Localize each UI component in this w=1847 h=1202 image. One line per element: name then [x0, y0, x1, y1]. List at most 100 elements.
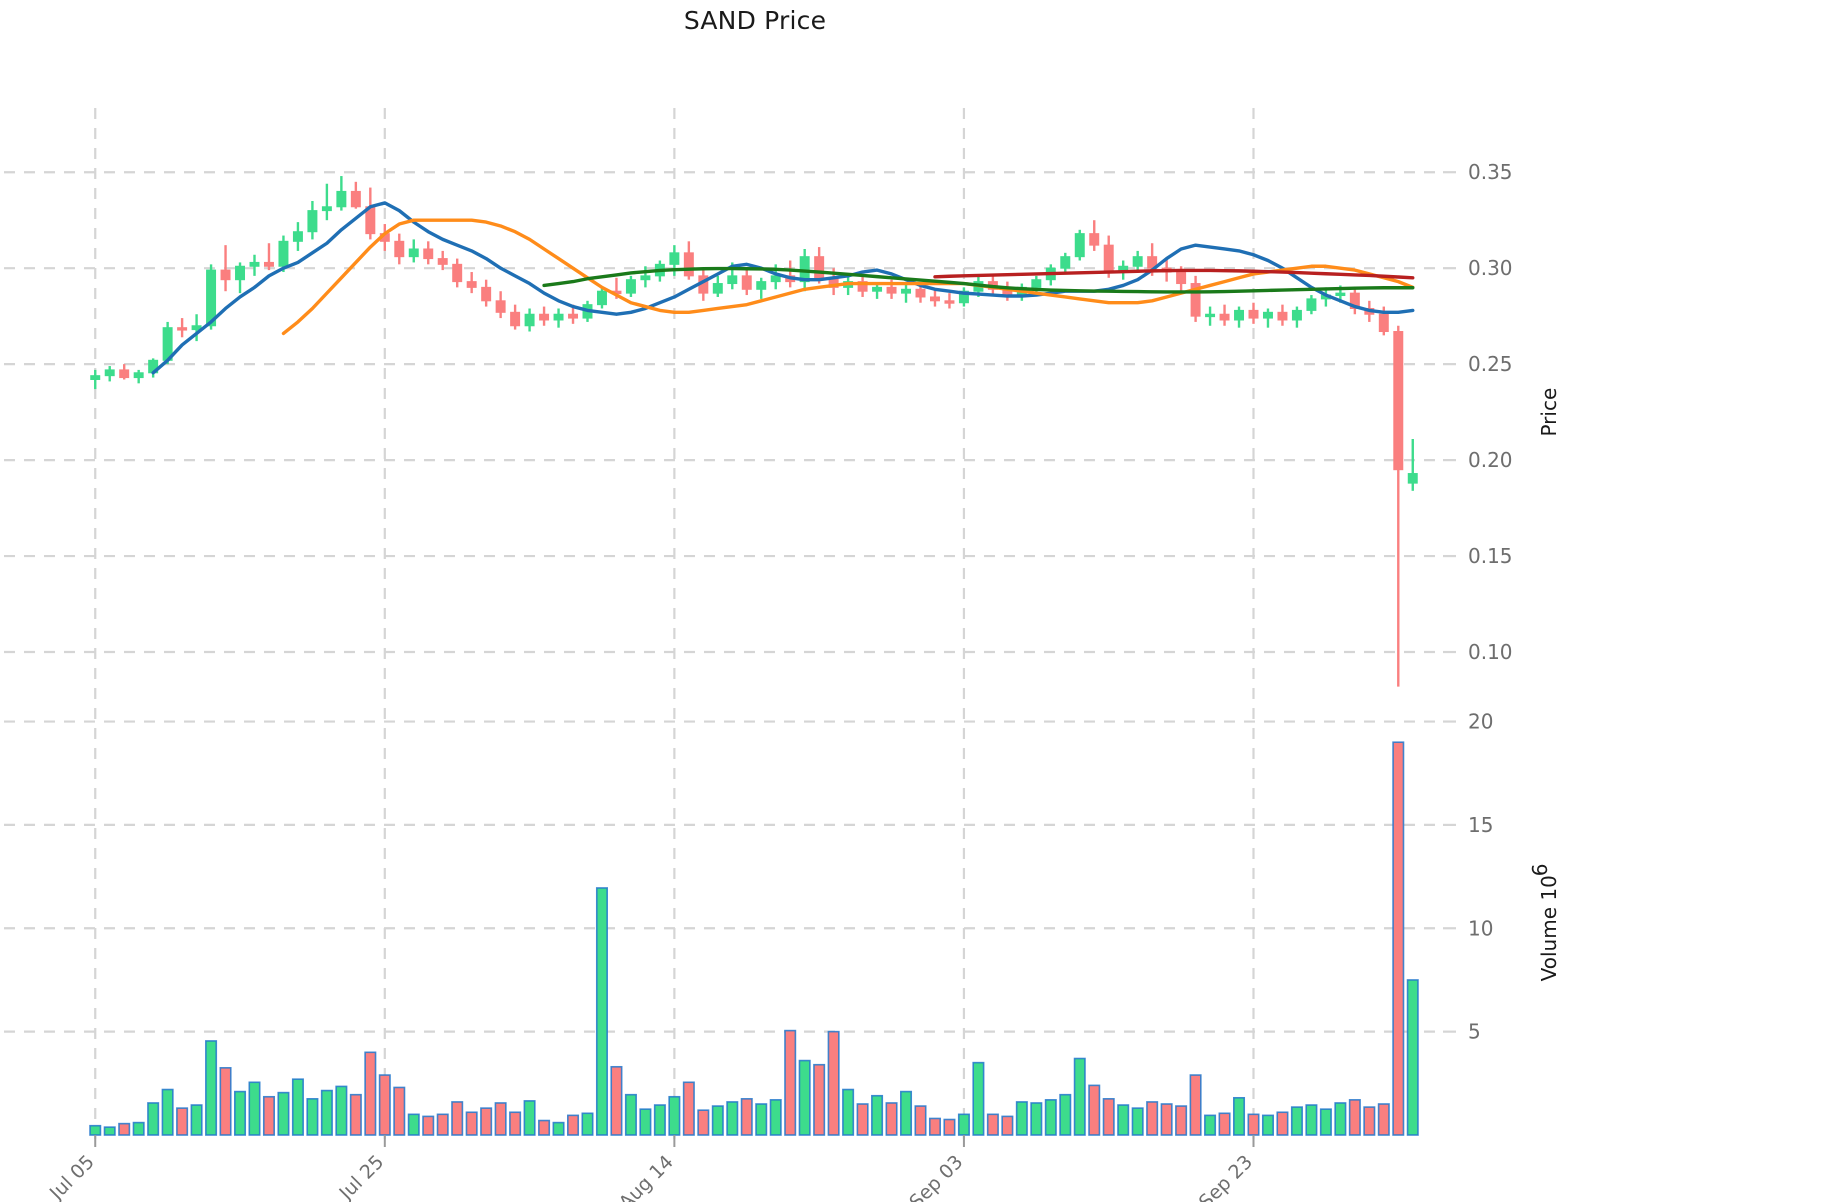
candlestick	[263, 243, 274, 271]
candlestick	[90, 369, 101, 390]
candlestick	[437, 250, 448, 271]
candle-body	[394, 240, 405, 258]
candle-body	[1335, 292, 1346, 297]
volume-bar	[132, 1121, 145, 1136]
x-tick-label: Sep 23	[1195, 1151, 1257, 1202]
volume-bar	[407, 1113, 420, 1136]
gridlines	[4, 108, 1443, 1143]
volume-bar	[1334, 1102, 1347, 1136]
volume-bar	[393, 1086, 406, 1136]
volume-bar	[161, 1088, 174, 1136]
candle-body	[1291, 309, 1302, 321]
candle-body	[263, 261, 274, 267]
volume-bar	[813, 1063, 826, 1136]
volume-bar	[827, 1030, 840, 1136]
candle-body	[539, 313, 550, 321]
candlestick	[510, 304, 521, 330]
volume-bar	[306, 1098, 319, 1136]
volume-bar	[1406, 979, 1419, 1136]
volume-bar	[190, 1104, 203, 1136]
volume-bar	[1392, 741, 1405, 1136]
volume-bar	[1218, 1112, 1231, 1136]
candlestick	[350, 181, 361, 209]
candlestick	[901, 283, 912, 303]
candle-body	[568, 313, 579, 319]
volume-bar	[740, 1098, 753, 1136]
candle-body	[886, 286, 897, 294]
volume-bar	[798, 1059, 811, 1136]
candle-body	[1407, 473, 1418, 484]
candlestick	[625, 275, 636, 297]
candle-body	[1306, 298, 1317, 311]
candlestick	[987, 273, 998, 296]
candle-body	[756, 281, 767, 290]
volume-bar	[147, 1102, 160, 1136]
candle-body	[1277, 311, 1288, 321]
volume-bar	[320, 1089, 333, 1136]
volume-bar	[523, 1100, 536, 1136]
volume-bar	[914, 1105, 927, 1136]
candlestick	[307, 201, 318, 240]
candlestick	[1349, 287, 1360, 315]
volume-bar	[1131, 1107, 1144, 1136]
price-tick-label: 0.30	[1468, 256, 1513, 280]
candle-body	[510, 311, 521, 327]
candlestick	[539, 306, 550, 326]
volume-bar	[972, 1061, 985, 1136]
candlestick	[1205, 306, 1216, 326]
candle-body	[958, 290, 969, 304]
candlestick	[1060, 252, 1071, 274]
candlestick	[857, 273, 868, 297]
candlestick	[423, 241, 434, 265]
volume-bar	[769, 1099, 782, 1136]
candlestick	[1089, 220, 1100, 251]
volume-bar	[1015, 1101, 1028, 1136]
candlestick	[452, 258, 463, 288]
volume-bar	[118, 1122, 131, 1136]
volume-bar	[277, 1091, 290, 1136]
candle-body	[741, 275, 752, 290]
candlestick	[1407, 438, 1418, 491]
chart-title: SAND Price	[683, 6, 827, 35]
candle-body	[1378, 313, 1389, 333]
candle-body	[1103, 244, 1114, 273]
price-axis-label: Price	[1537, 388, 1561, 437]
volume-bar	[567, 1114, 580, 1136]
candlestick	[495, 291, 506, 319]
candlestick	[1074, 229, 1085, 261]
volume-bar	[1363, 1106, 1376, 1136]
volume-bar	[1044, 1099, 1057, 1136]
price-tick-label: 0.35	[1468, 160, 1513, 184]
volume-bar	[928, 1117, 941, 1136]
volume-bar	[1204, 1114, 1217, 1136]
candle-body	[929, 296, 940, 302]
candle-body	[640, 275, 651, 281]
volume-bar	[451, 1101, 464, 1136]
candlestick	[249, 254, 260, 276]
volume-bar	[986, 1113, 999, 1136]
candlestick	[119, 364, 130, 380]
ma-line	[542, 266, 1415, 294]
volume-bar	[335, 1085, 348, 1136]
candle-body	[814, 256, 825, 279]
volume-bar	[1073, 1057, 1086, 1136]
candle-body	[495, 300, 506, 313]
price-tick-label: 0.10	[1468, 640, 1513, 664]
volume-bar	[1276, 1111, 1289, 1136]
candlestick	[741, 270, 752, 296]
volume-bar	[682, 1081, 695, 1136]
candlestick	[1291, 306, 1302, 328]
volume-bar	[1030, 1102, 1043, 1136]
candle-body	[466, 281, 477, 288]
volume-bar	[711, 1105, 724, 1136]
volume-bar	[480, 1107, 493, 1136]
volume-bar	[364, 1051, 377, 1136]
candle-body	[220, 269, 231, 281]
candle-body	[1190, 283, 1201, 317]
volume-tick-label: 20	[1468, 710, 1493, 734]
candle-body	[524, 313, 535, 327]
candlestick	[206, 264, 217, 330]
candlestick	[1234, 306, 1245, 328]
candle-body	[1349, 292, 1360, 309]
